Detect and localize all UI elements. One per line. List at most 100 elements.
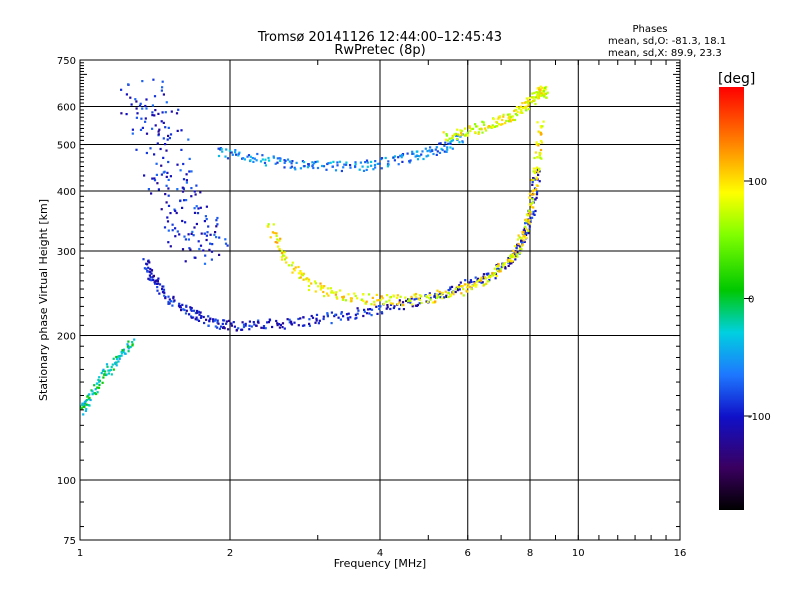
data-point — [184, 260, 187, 263]
data-point — [502, 265, 505, 268]
data-point — [496, 269, 499, 272]
data-point — [406, 300, 410, 303]
data-point — [532, 99, 535, 102]
data-point — [171, 304, 174, 307]
data-point — [157, 112, 160, 115]
data-point — [183, 235, 186, 238]
x-tick-label: 4 — [377, 548, 383, 559]
data-point — [496, 265, 499, 268]
data-point — [436, 293, 440, 296]
data-point — [413, 293, 416, 296]
data-point — [193, 207, 196, 210]
data-point — [520, 239, 523, 242]
data-point — [531, 183, 534, 186]
data-point — [502, 263, 505, 266]
data-point — [544, 86, 547, 89]
data-point — [190, 187, 193, 190]
data-point — [535, 196, 538, 199]
data-point — [345, 161, 348, 164]
data-point — [435, 146, 438, 149]
data-point — [451, 139, 454, 142]
data-point — [224, 155, 227, 158]
data-point — [283, 161, 286, 164]
data-point — [288, 318, 291, 321]
data-point — [431, 149, 434, 152]
data-point — [81, 402, 84, 405]
data-point — [222, 325, 225, 329]
data-point — [528, 219, 531, 222]
data-point — [439, 296, 442, 299]
data-point — [241, 321, 244, 324]
data-point — [82, 413, 85, 416]
data-point — [497, 262, 500, 266]
data-point — [524, 236, 528, 239]
data-point — [449, 287, 452, 290]
data-point — [268, 159, 271, 162]
data-point — [319, 288, 322, 291]
data-point — [487, 276, 490, 279]
data-point — [420, 153, 423, 156]
data-point — [459, 129, 462, 132]
data-point — [373, 163, 377, 167]
data-point — [210, 250, 214, 253]
data-point — [329, 287, 332, 290]
data-point — [468, 281, 471, 284]
data-point — [533, 99, 536, 102]
data-point — [521, 230, 524, 233]
data-point — [451, 134, 454, 138]
data-point — [136, 112, 139, 115]
data-point — [278, 239, 281, 242]
data-point — [428, 292, 431, 295]
data-point — [149, 147, 152, 150]
data-point — [378, 299, 381, 302]
data-point — [288, 321, 291, 324]
data-point — [310, 314, 313, 318]
data-point — [535, 141, 538, 144]
data-point — [165, 184, 168, 187]
data-point — [393, 155, 397, 158]
data-point — [102, 368, 105, 371]
data-point — [230, 151, 233, 154]
data-point — [188, 157, 191, 160]
data-point — [234, 151, 237, 154]
data-point — [475, 283, 478, 286]
data-point — [329, 161, 332, 164]
data-point — [191, 230, 194, 233]
data-point — [399, 295, 402, 298]
data-point — [196, 311, 199, 314]
data-point — [148, 261, 151, 264]
data-point — [341, 296, 344, 299]
data-point — [408, 298, 411, 301]
data-point — [367, 293, 371, 296]
data-point — [167, 187, 170, 190]
data-point — [534, 198, 537, 201]
data-point — [290, 165, 293, 168]
data-point — [160, 173, 163, 176]
data-point — [167, 295, 170, 298]
data-point — [180, 309, 183, 312]
data-point — [325, 292, 329, 295]
data-point — [216, 216, 219, 220]
data-point — [216, 319, 219, 322]
data-point — [207, 225, 210, 228]
data-point — [141, 126, 144, 129]
data-point — [157, 188, 160, 191]
data-point — [151, 104, 154, 107]
data-point — [537, 171, 540, 174]
data-point — [190, 307, 193, 310]
data-point — [131, 132, 134, 135]
data-point — [228, 319, 231, 322]
data-point — [476, 280, 479, 283]
data-point — [525, 213, 529, 216]
data-point — [509, 261, 512, 264]
data-point — [153, 153, 156, 156]
data-point — [264, 327, 267, 330]
data-point — [187, 138, 190, 141]
data-point — [221, 150, 224, 153]
data-point — [173, 208, 176, 211]
data-point — [411, 305, 414, 308]
data-point — [475, 125, 478, 128]
data-point — [542, 92, 545, 95]
data-point — [521, 241, 524, 244]
data-point — [151, 127, 154, 130]
